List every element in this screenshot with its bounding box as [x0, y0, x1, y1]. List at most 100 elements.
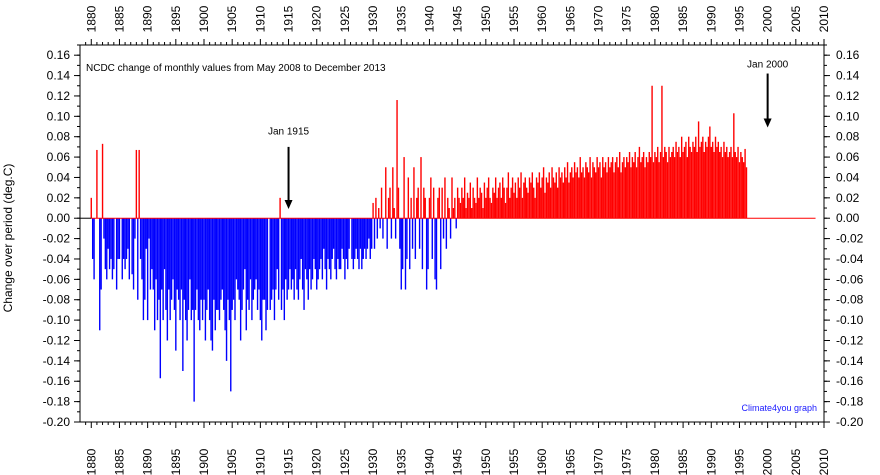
y-tick-label: -0.08: [43, 293, 71, 307]
x-tick-label: 1885: [113, 448, 127, 475]
annotation-label: Jan 2000: [747, 59, 789, 70]
y-tick-label: -0.02: [43, 232, 71, 246]
x-tick-label-top: 1920: [310, 5, 324, 32]
x-tick-label: 1950: [479, 448, 493, 475]
y-tick-label-right: -0.10: [836, 313, 864, 327]
x-tick-label-top: 1910: [253, 5, 267, 32]
y-axis-label: Change over period (deg.C): [1, 164, 15, 313]
x-tick-label: 1935: [394, 448, 408, 475]
y-tick-label: 0.04: [47, 170, 71, 184]
y-tick-label-right: 0.10: [836, 109, 860, 123]
x-tick-label: 2005: [789, 448, 803, 475]
y-tick-label: -0.06: [43, 272, 71, 286]
y-tick-label-right: 0.12: [836, 89, 860, 103]
x-tick-label-top: 1940: [423, 5, 437, 32]
y-tick-label: -0.14: [43, 354, 71, 368]
x-tick-label-top: 1955: [507, 5, 521, 32]
y-tick-label-right: 0.02: [836, 191, 860, 205]
y-tick-label: -0.20: [43, 415, 71, 429]
x-tick-label-top: 1975: [620, 5, 634, 32]
x-tick-label: 1990: [704, 448, 718, 475]
x-tick-label: 1980: [648, 448, 662, 475]
x-tick-label-top: 1995: [733, 5, 747, 32]
y-axis-ticks: 0.16 0.16 0.14 0.14 0.12 0.12 0.10 0.10 0.08 0.08…: [43, 44, 864, 429]
y-tick-label: 0.00: [47, 211, 71, 225]
x-tick-label-top: 1990: [704, 5, 718, 32]
y-tick-label-right: 0.06: [836, 150, 860, 164]
annotations: Jan 1915 Jan 2000: [268, 59, 789, 210]
y-tick-label-right: 0.16: [836, 48, 860, 62]
x-tick-label-top: 1985: [676, 5, 690, 32]
y-tick-label-right: -0.06: [836, 272, 864, 286]
arrow-down-icon: [763, 118, 772, 128]
y-tick-label-right: -0.20: [836, 415, 864, 429]
x-tick-label-top: 2005: [789, 5, 803, 32]
x-tick-label-top: 1935: [394, 5, 408, 32]
y-tick-label: -0.16: [43, 374, 71, 388]
x-tick-label: 1905: [225, 448, 239, 475]
annotation-label: Jan 1915: [268, 127, 310, 138]
y-tick-label: 0.02: [47, 191, 71, 205]
y-tick-label-right: -0.14: [836, 354, 864, 368]
chart-title: NCDC change of monthly values from May 2…: [86, 63, 386, 74]
x-tick-label: 1880: [84, 448, 98, 475]
x-tick-label-top: 1925: [338, 5, 352, 32]
y-tick-label: 0.10: [47, 109, 71, 123]
x-tick-label-top: 1885: [113, 5, 127, 32]
y-tick-label-right: -0.04: [836, 252, 864, 266]
x-tick-label: 1975: [620, 448, 634, 475]
x-tick-label: 1965: [563, 448, 577, 475]
y-tick-label-right: 0.08: [836, 130, 860, 144]
credit-label: Climate4you graph: [741, 403, 817, 413]
y-tick-label: -0.18: [43, 395, 71, 409]
y-tick-label-right: 0.14: [836, 69, 860, 83]
x-tick-label-top: 1945: [451, 5, 465, 32]
x-tick-label: 1960: [535, 448, 549, 475]
bar-series: [90, 85, 816, 402]
x-tick-label: 1895: [169, 448, 183, 475]
x-tick-label-top: 2010: [817, 5, 831, 32]
x-tick-label: 1915: [282, 448, 296, 475]
x-tick-label-top: 1950: [479, 5, 493, 32]
x-tick-label: 2000: [761, 448, 775, 475]
y-tick-label: 0.06: [47, 150, 71, 164]
y-tick-label-right: -0.16: [836, 374, 864, 388]
x-tick-label: 1930: [366, 448, 380, 475]
x-tick-label-top: 1960: [535, 5, 549, 32]
y-tick-label-right: -0.02: [836, 232, 864, 246]
arrow-down-icon: [284, 200, 293, 210]
x-tick-label: 1970: [592, 448, 606, 475]
x-tick-label: 1890: [141, 448, 155, 475]
x-tick-label-top: 1900: [197, 5, 211, 32]
x-tick-label: 2010: [817, 448, 831, 475]
y-tick-label-right: 0.00: [836, 211, 860, 225]
x-tick-label-top: 1965: [563, 5, 577, 32]
x-tick-label-top: 1930: [366, 5, 380, 32]
y-tick-label: -0.10: [43, 313, 71, 327]
x-tick-label-top: 1970: [592, 5, 606, 32]
x-tick-label-top: 2000: [761, 5, 775, 32]
x-tick-label-top: 1980: [648, 5, 662, 32]
x-tick-label-top: 1880: [84, 5, 98, 32]
x-tick-label: 1910: [253, 448, 267, 475]
x-tick-label: 1920: [310, 448, 324, 475]
y-tick-label-right: -0.08: [836, 293, 864, 307]
y-tick-label: -0.04: [43, 252, 71, 266]
x-tick-label-top: 1890: [141, 5, 155, 32]
x-tick-label: 1945: [451, 448, 465, 475]
y-tick-label-right: -0.12: [836, 333, 864, 347]
y-tick-label: 0.14: [47, 69, 71, 83]
y-tick-label: 0.12: [47, 89, 71, 103]
x-tick-label: 1925: [338, 448, 352, 475]
y-tick-label: 0.08: [47, 130, 71, 144]
x-tick-label-top: 1895: [169, 5, 183, 32]
x-tick-label-top: 1915: [282, 5, 296, 32]
x-tick-label: 1940: [423, 448, 437, 475]
x-tick-label-top: 1905: [225, 5, 239, 32]
x-tick-label: 1900: [197, 448, 211, 475]
x-tick-label: 1985: [676, 448, 690, 475]
y-tick-label-right: -0.18: [836, 395, 864, 409]
y-tick-label: 0.16: [47, 48, 71, 62]
y-tick-label: -0.12: [43, 333, 71, 347]
